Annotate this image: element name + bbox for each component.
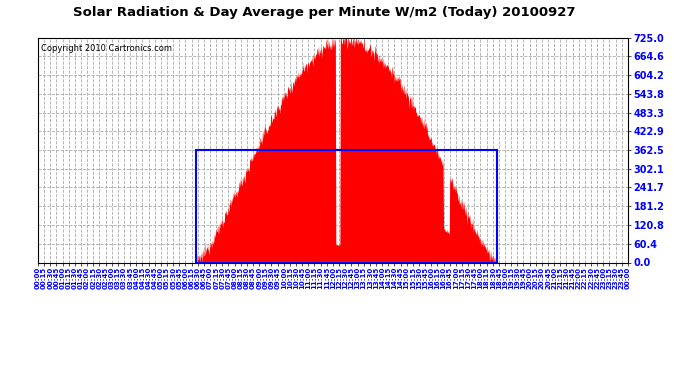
Text: Solar Radiation & Day Average per Minute W/m2 (Today) 20100927: Solar Radiation & Day Average per Minute… — [73, 6, 575, 19]
Bar — [196, 150, 497, 262]
Text: Copyright 2010 Cartronics.com: Copyright 2010 Cartronics.com — [41, 44, 172, 53]
